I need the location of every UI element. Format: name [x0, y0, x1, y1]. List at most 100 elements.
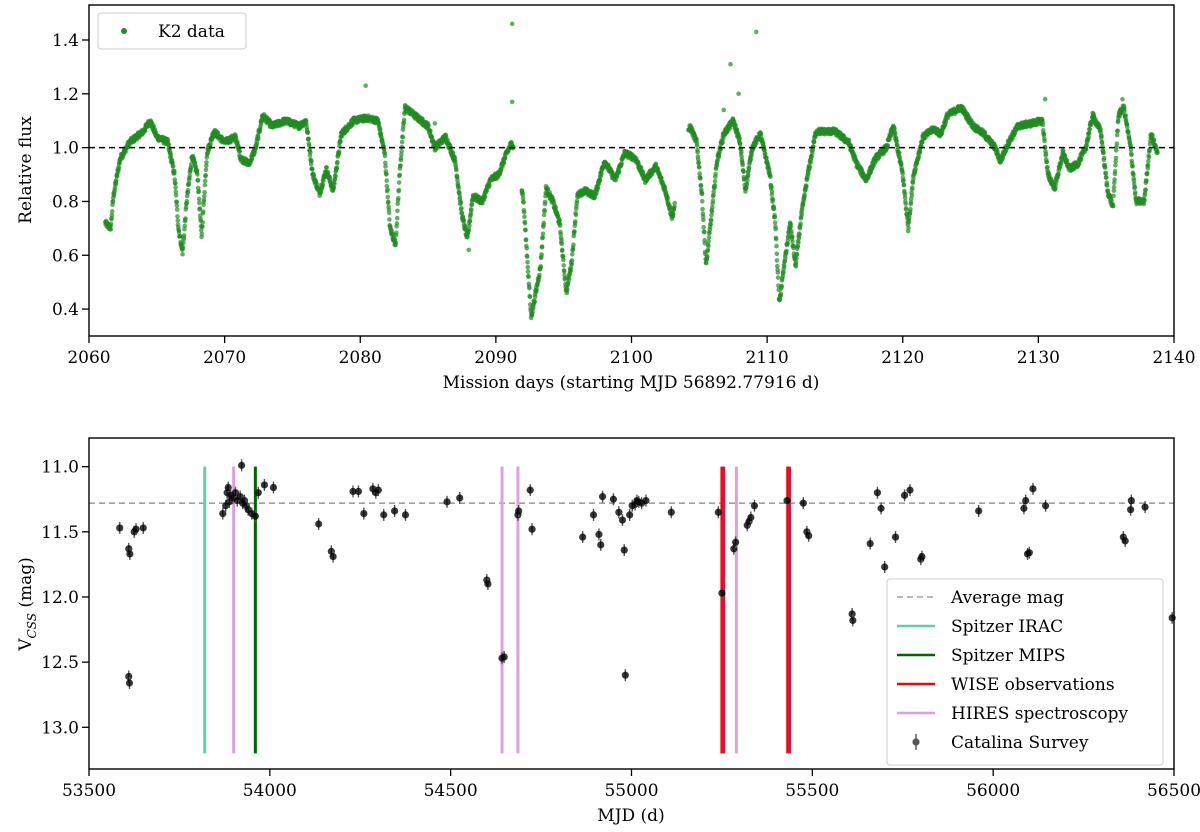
top-x-tick-label: 2060 — [67, 348, 110, 368]
bottom-x-tick-label: 55000 — [604, 781, 658, 801]
k2-data-point — [181, 240, 186, 246]
k2-data-point — [906, 225, 911, 231]
k2-data-point — [320, 182, 326, 187]
k2-data-point — [1130, 163, 1135, 169]
k2-data-point — [202, 182, 208, 188]
k2-data-point — [384, 172, 389, 177]
bottom-y-label-subscript: CSS — [25, 613, 39, 638]
k2-data-point — [521, 210, 527, 215]
k2-data-point — [1145, 162, 1151, 168]
k2-data-point — [896, 150, 902, 156]
bottom-y-axis-label: VCSS (mag) — [16, 557, 39, 652]
k2-data-point — [1054, 179, 1059, 184]
k2-data-point — [109, 209, 115, 214]
k2-data-point — [172, 170, 177, 176]
legend-spitzer-mips-label: Spitzer MIPS — [951, 646, 1066, 666]
catalina-data-point — [1127, 496, 1135, 505]
k2-data-point — [708, 218, 714, 223]
k2-data-point — [794, 255, 799, 261]
k2-data-point — [1144, 170, 1150, 176]
catalina-data-point — [642, 496, 650, 505]
k2-data-point — [400, 134, 406, 140]
k2-data-point — [385, 194, 391, 200]
k2-data-point — [894, 138, 899, 144]
k2-data-point — [698, 183, 704, 188]
k2-data-point — [1113, 159, 1118, 164]
k2-data-point — [432, 121, 438, 126]
k2-data-point — [1122, 108, 1127, 114]
top-x-tick-label: 2120 — [881, 348, 924, 368]
k2-data-point — [561, 257, 566, 263]
k2-data-point — [595, 185, 601, 191]
k2-data-point — [1043, 151, 1049, 157]
k2-data-point — [736, 91, 741, 97]
k2-data-point — [525, 259, 530, 265]
catalina-data-point — [597, 541, 605, 549]
k2-data-point — [311, 173, 317, 178]
k2-data-point — [185, 187, 191, 193]
legend-spitzer-irac-label: Spitzer IRAC — [951, 617, 1063, 637]
k2-data-point — [461, 219, 467, 224]
k2-data-point — [487, 182, 492, 188]
k2-data-point — [771, 206, 777, 212]
k2-data-point — [775, 263, 780, 269]
catalina-data-point — [360, 509, 368, 518]
k2-data-point — [767, 167, 772, 172]
k2-data-point — [527, 294, 533, 300]
k2-data-point — [116, 166, 122, 171]
k2-data-point — [695, 149, 700, 155]
catalina-data-point — [1127, 506, 1135, 514]
k2-data-point — [811, 139, 817, 145]
k2-data-point — [779, 283, 784, 289]
k2-data-point — [173, 185, 178, 190]
k2-data-point — [182, 226, 187, 232]
catalina-data-point — [515, 507, 523, 515]
k2-data-point — [174, 199, 179, 205]
k2-data-point — [524, 254, 530, 259]
catalina-data-point — [125, 672, 133, 681]
legend-k2-marker — [121, 28, 127, 34]
k2-data-point — [524, 246, 529, 251]
k2-data-point — [1123, 118, 1129, 123]
k2-data-point — [774, 243, 779, 249]
k2-data-point — [1126, 130, 1131, 135]
top-x-tick-label: 2110 — [745, 348, 788, 368]
catalina-data-points — [116, 459, 1176, 689]
k2-data-point — [569, 261, 574, 267]
catalina-data-point — [598, 493, 607, 501]
catalina-data-point — [1020, 504, 1028, 512]
catalina-data-point — [714, 508, 722, 516]
k2-data-point — [892, 131, 898, 137]
k2-data-point — [1111, 188, 1117, 193]
catalina-data-point — [349, 487, 357, 496]
catalina-data-point — [456, 494, 464, 502]
k2-data-point — [705, 247, 711, 253]
top-axes: 2060 2070 2080 2090 2100 2110 2120 2130 2140 0.4 0… — [52, 31, 1196, 368]
k2-data-point — [901, 178, 906, 183]
legend-average-mag-label: Average mag — [950, 588, 1064, 608]
top-x-tick-label: 2130 — [1017, 348, 1060, 368]
catalina-data-point — [900, 491, 909, 499]
k2-data-point — [541, 220, 547, 226]
catalina-data-point — [315, 520, 323, 528]
k2-data-point — [908, 199, 914, 205]
k2-data-point — [562, 269, 567, 274]
k2-data-point — [769, 185, 774, 190]
k2-data-point — [758, 133, 764, 138]
k2-data-point — [174, 207, 180, 212]
k2-data-point — [197, 206, 203, 211]
k2-data-point — [574, 198, 580, 204]
bottom-y-tick-label: 13.0 — [41, 718, 79, 738]
k2-data-point — [509, 99, 515, 105]
k2-data-point — [395, 201, 401, 207]
catalina-data-point — [391, 507, 399, 515]
k2-data-point — [791, 245, 796, 251]
k2-data-point — [1098, 130, 1104, 135]
catalina-data-point — [219, 509, 227, 518]
k2-data-point — [469, 202, 475, 207]
k2-data-point — [1125, 124, 1130, 130]
k2-data-point — [338, 139, 343, 144]
k2-data-point — [697, 165, 702, 170]
k2-data-point — [176, 229, 182, 235]
